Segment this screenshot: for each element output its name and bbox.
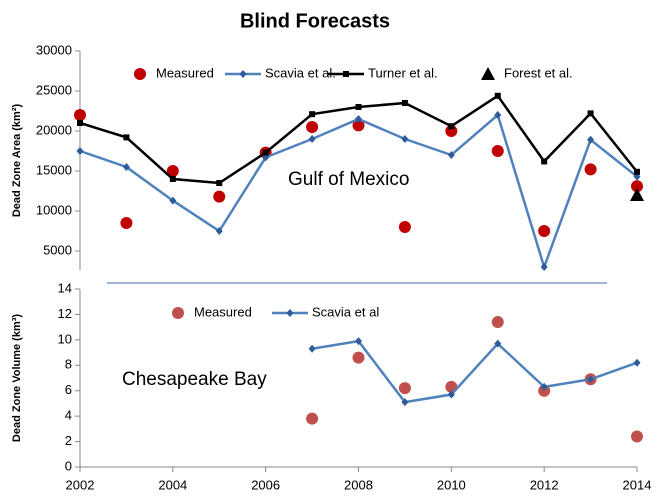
marker — [633, 358, 641, 367]
marker — [401, 100, 408, 106]
marker — [355, 115, 362, 123]
y-tick-label: 14 — [58, 280, 72, 295]
marker — [630, 188, 644, 201]
marker — [213, 190, 226, 203]
legend-marker — [172, 307, 184, 319]
marker — [494, 111, 502, 119]
marker — [540, 382, 548, 391]
marker — [166, 165, 179, 177]
marker — [308, 135, 316, 143]
marker — [398, 221, 411, 233]
series-line — [311, 339, 638, 404]
legend-label: Measured — [194, 304, 252, 319]
marker — [494, 92, 501, 99]
marker — [122, 163, 130, 171]
marker — [634, 168, 640, 175]
legend-label: Scavia et al. — [265, 65, 336, 80]
x-tick-label: 2002 — [66, 477, 95, 492]
marker — [491, 316, 504, 329]
legend-marker — [239, 70, 247, 78]
marker — [401, 135, 409, 143]
annotation: Gulf of Mexico — [288, 169, 409, 190]
marker — [262, 149, 269, 156]
y-tick-label: 5000 — [43, 242, 72, 257]
figure-title: Blind Forecasts — [240, 10, 390, 32]
marker — [123, 134, 130, 141]
y-tick-label: 0 — [65, 458, 72, 473]
x-tick-label: 2012 — [530, 477, 559, 492]
legend-label: Turner et al. — [368, 65, 438, 80]
marker — [306, 121, 319, 133]
marker — [352, 351, 365, 364]
y-axis-title: Dead Zone Volume (km³) — [11, 314, 23, 442]
marker — [540, 263, 548, 271]
y-tick-label: 30000 — [36, 42, 72, 57]
legend-marker — [134, 68, 146, 80]
legend-label: Measured — [156, 65, 214, 80]
marker — [398, 382, 411, 395]
marker — [308, 344, 316, 353]
marker — [74, 109, 86, 121]
y-tick-label: 15000 — [36, 162, 72, 177]
y-axis-title: Dead Zone Area (km²) — [11, 104, 23, 218]
y-tick-label: 4 — [65, 408, 72, 423]
y-tick-label: 8 — [65, 357, 72, 372]
marker — [491, 145, 504, 157]
marker — [355, 337, 362, 346]
marker — [587, 375, 595, 384]
y-tick-label: 6 — [65, 382, 72, 397]
x-tick-label: 2014 — [623, 477, 652, 492]
legend-marker — [286, 309, 294, 317]
legend-label: Forest et al. — [504, 65, 573, 80]
marker — [448, 123, 455, 130]
x-tick-label: 2010 — [437, 477, 466, 492]
y-tick-label: 2 — [65, 433, 72, 448]
marker — [309, 111, 316, 118]
x-tick-label: 2008 — [344, 477, 373, 492]
marker — [216, 180, 223, 186]
marker — [169, 196, 177, 205]
marker — [494, 339, 502, 348]
marker — [587, 110, 594, 117]
marker — [447, 390, 455, 399]
marker — [77, 120, 83, 126]
marker — [169, 176, 176, 182]
series-line — [79, 112, 638, 271]
y-tick-label: 20000 — [36, 122, 72, 137]
marker — [631, 180, 643, 193]
annotation: Chesapeake Bay — [122, 369, 267, 390]
marker — [120, 217, 133, 229]
legend-marker — [343, 71, 349, 77]
marker — [215, 227, 223, 235]
y-tick-label: 25000 — [36, 82, 72, 97]
marker — [401, 398, 409, 407]
legend-marker — [481, 67, 495, 80]
marker — [352, 119, 365, 132]
legend-label: Scavia et al — [312, 304, 379, 319]
x-tick-label: 2004 — [158, 477, 187, 492]
y-tick-label: 10000 — [36, 202, 72, 217]
y-tick-label: 12 — [58, 306, 72, 321]
marker — [541, 158, 548, 165]
marker — [306, 412, 319, 425]
marker — [447, 151, 455, 159]
marker — [587, 135, 595, 144]
marker — [355, 104, 362, 110]
marker — [631, 430, 643, 443]
y-tick-label: 10 — [58, 331, 72, 346]
x-tick-label: 2006 — [251, 477, 280, 492]
marker — [538, 225, 551, 237]
marker — [76, 147, 84, 155]
marker — [584, 163, 597, 176]
